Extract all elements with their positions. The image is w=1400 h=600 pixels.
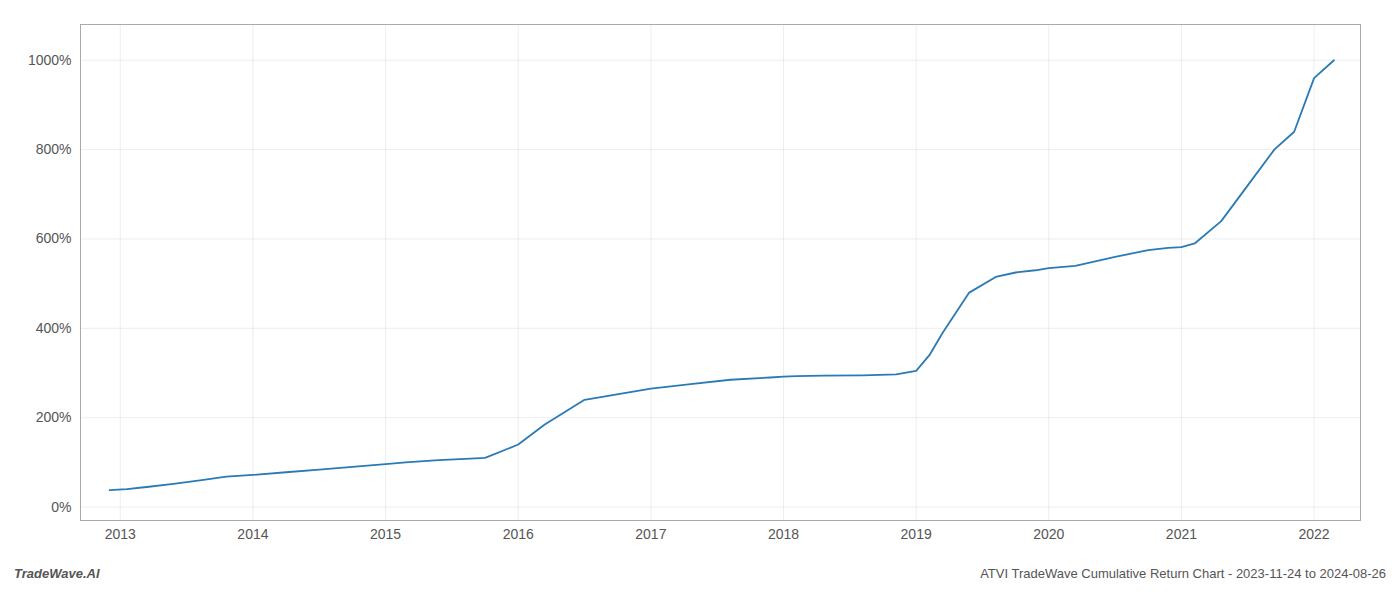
svg-text:800%: 800% — [36, 141, 72, 157]
svg-text:2016: 2016 — [503, 526, 534, 542]
svg-text:2017: 2017 — [635, 526, 666, 542]
svg-text:2022: 2022 — [1298, 526, 1329, 542]
svg-text:2021: 2021 — [1166, 526, 1197, 542]
svg-text:600%: 600% — [36, 230, 72, 246]
svg-text:2014: 2014 — [237, 526, 268, 542]
svg-text:2013: 2013 — [105, 526, 136, 542]
svg-text:2020: 2020 — [1033, 526, 1064, 542]
html-text:ATVI TradeWave Cumulative Retu: ATVI TradeWave Cumulative Return Chart -… — [980, 566, 1386, 581]
svg-text:2018: 2018 — [768, 526, 799, 542]
svg-text:0%: 0% — [51, 499, 71, 515]
svg-text:2019: 2019 — [901, 526, 932, 542]
svg-text:400%: 400% — [36, 320, 72, 336]
html-text:TradeWave.AI: TradeWave.AI — [14, 566, 100, 581]
svg-text:1000%: 1000% — [28, 52, 72, 68]
svg-text:200%: 200% — [36, 409, 72, 425]
svg-text:2015: 2015 — [370, 526, 401, 542]
